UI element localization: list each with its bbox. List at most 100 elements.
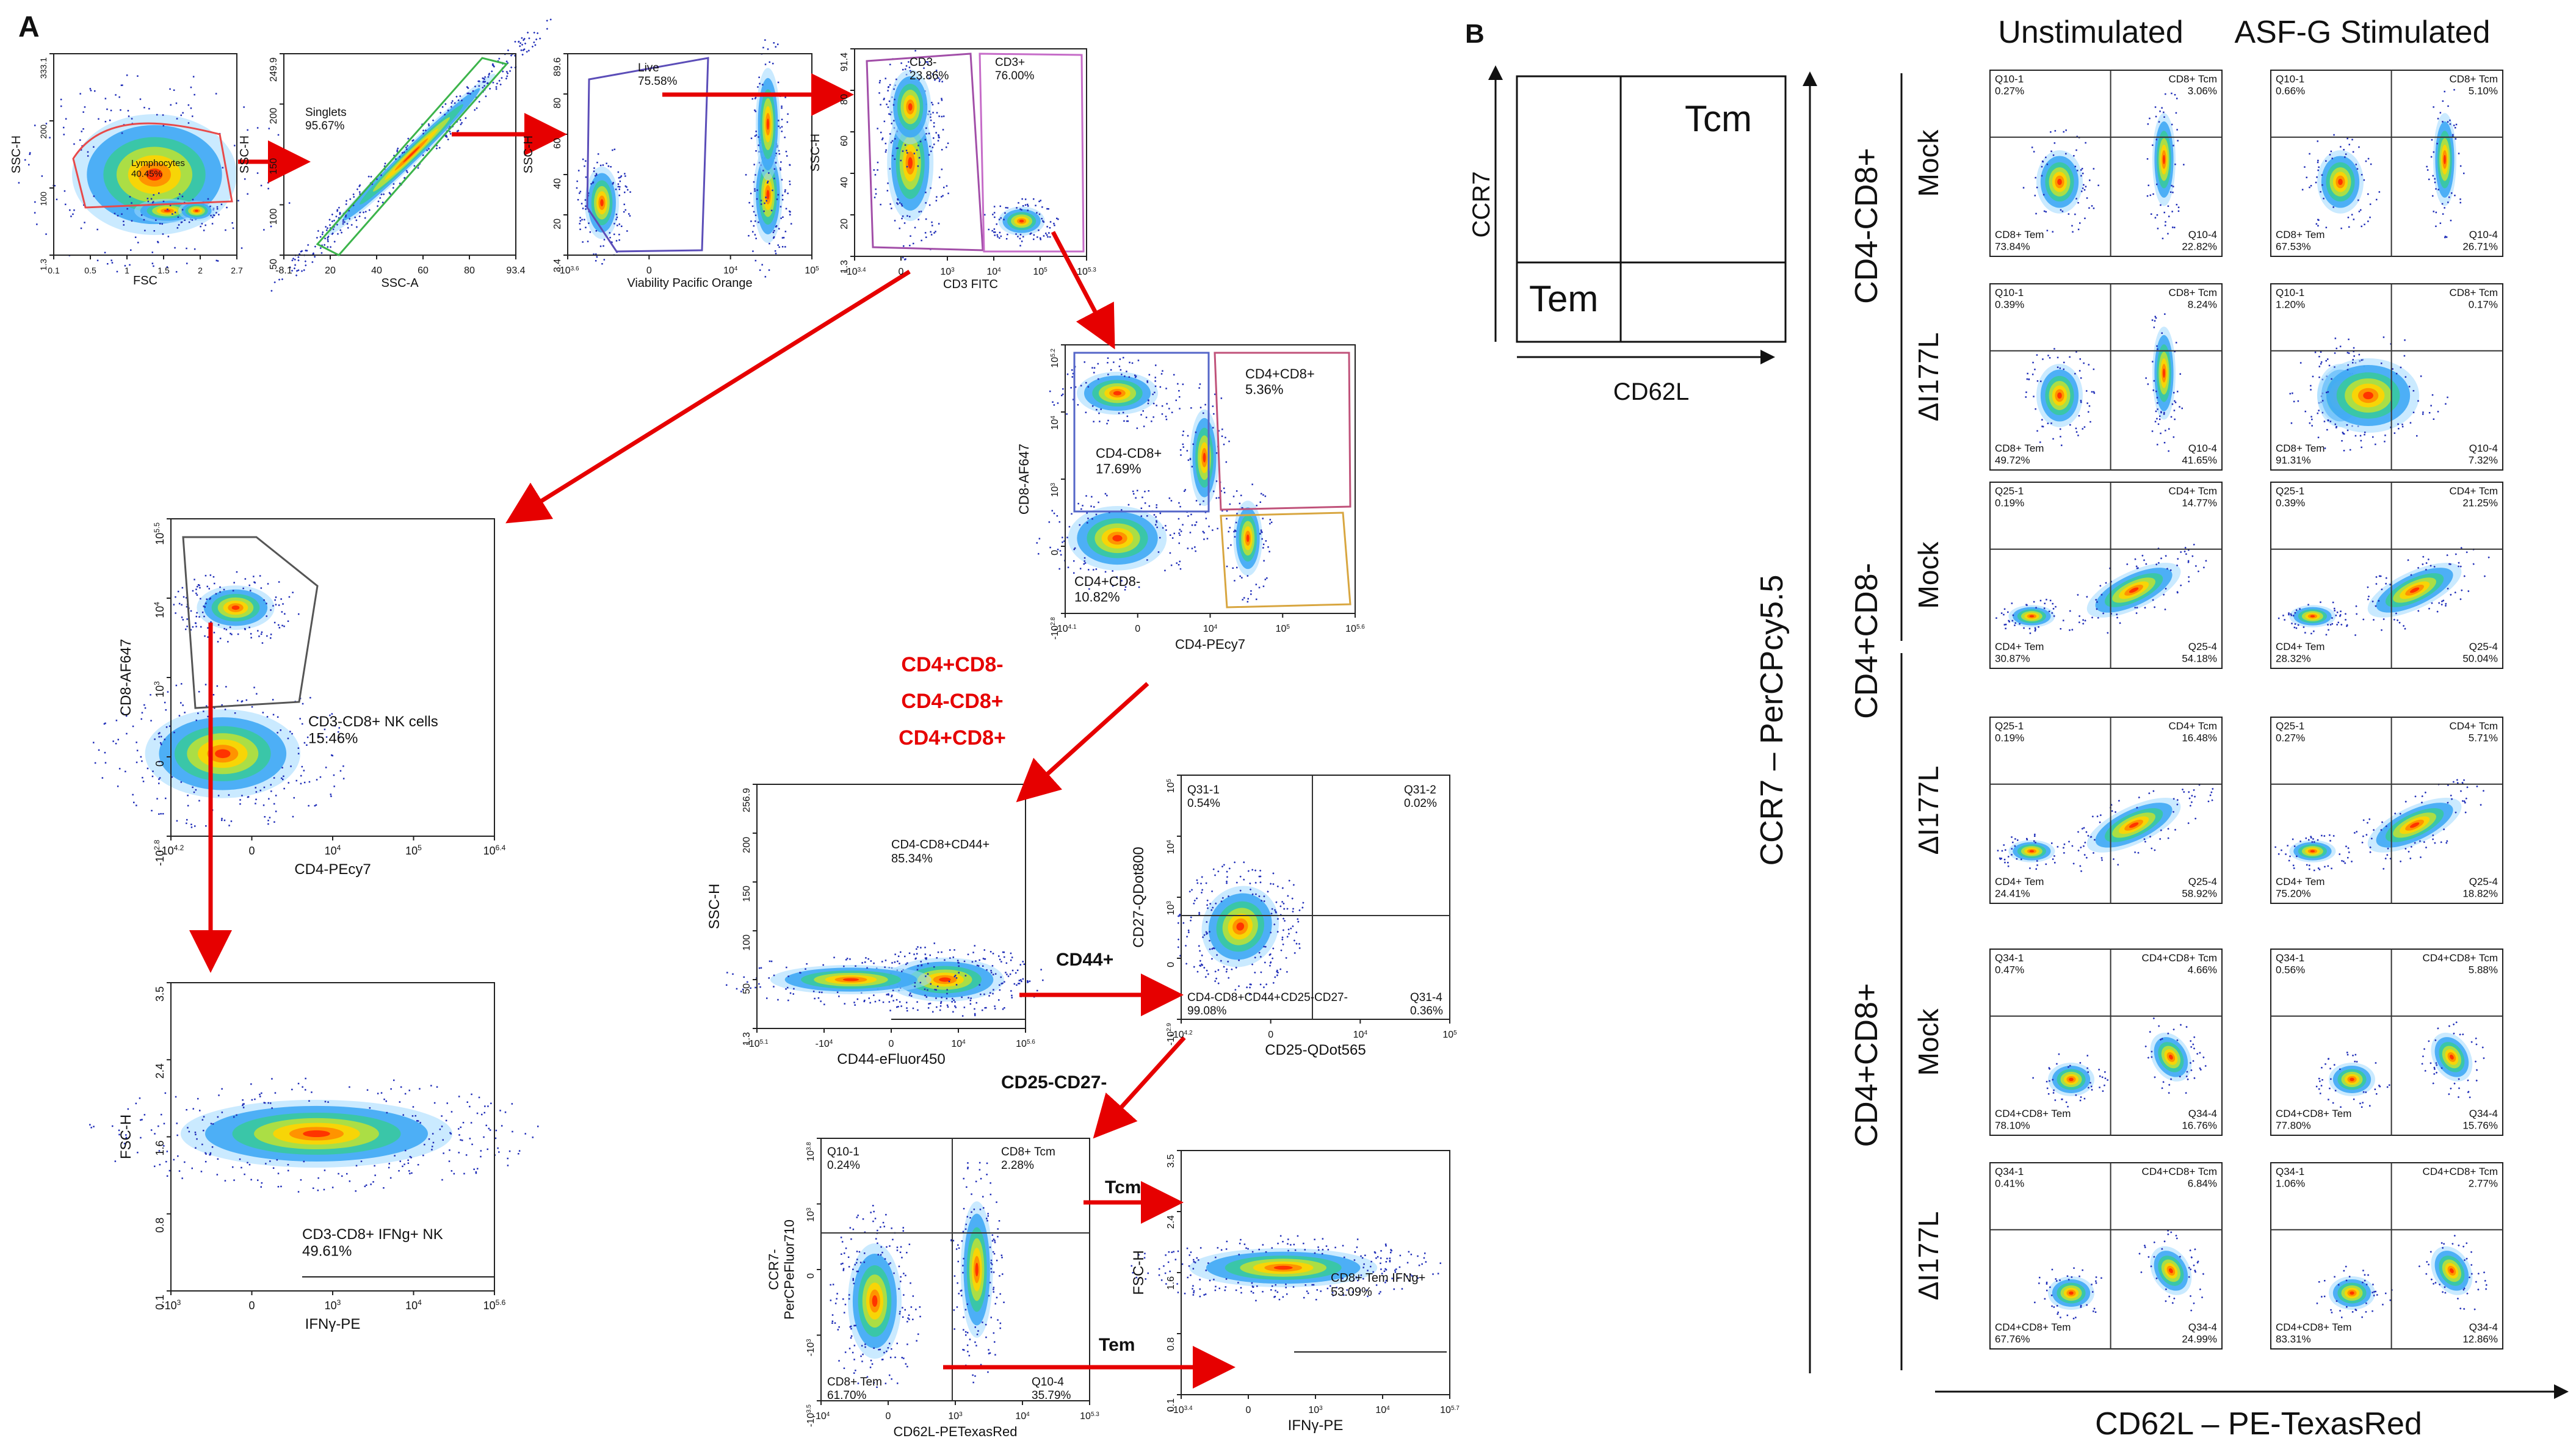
x-axis-label: Viability Pacific Orange <box>627 276 752 290</box>
x-tick-label: 20 <box>325 266 336 276</box>
x-tick-label: -104.1 <box>1054 624 1076 635</box>
gate-label: CD3-23.86% <box>910 56 949 82</box>
x-tick-label: 105.6 <box>1345 624 1365 635</box>
mini-plot-frame <box>1989 1162 2223 1350</box>
cell-cluster <box>2022 129 2099 233</box>
x-tick-label: 80 <box>464 266 475 276</box>
event-dots <box>2025 348 2096 446</box>
y-axis-label: CD27-QDot800 <box>1131 847 1147 947</box>
y-tick-label: 2.4 <box>154 1063 166 1079</box>
y-tick-label: 104 <box>1166 840 1177 855</box>
column-header: Unstimulated <box>1998 15 2183 50</box>
y-axis-label: SSC-H <box>706 884 723 930</box>
mini-plot-frame <box>1989 482 2223 669</box>
gate-label: CD4-CD8+ 17.69% <box>1096 446 1162 476</box>
y-tick-label: 105.2 <box>1050 349 1061 368</box>
density-contour <box>767 118 769 130</box>
quadrant-label: CD4+CD8+ Tem 83.31% <box>2276 1321 2351 1345</box>
quadrant-label: Q10-4 22.82% <box>2182 229 2217 253</box>
cell-cluster <box>877 49 945 168</box>
row-label: Mock <box>1912 1008 1944 1076</box>
scatter-dots <box>18 18 2490 1388</box>
row-label: ΔI177L <box>1912 333 1944 422</box>
cell-cluster <box>2342 779 2485 870</box>
cell-cluster <box>2034 1267 2102 1320</box>
y-tick-label: 60 <box>552 138 563 149</box>
quadrant-label: CD8+ Tcm 2.28% <box>1001 1146 1055 1172</box>
y-tick-label: 1.3 <box>742 1032 752 1046</box>
lymphocyte-gate <box>72 122 233 209</box>
density-contour <box>872 1295 878 1307</box>
event-dots <box>1049 356 1184 429</box>
quadrant-label: Q34-1 0.47% <box>1995 952 2024 976</box>
mini-plot-frame <box>2270 1162 2503 1350</box>
quadrant-label: Q34-4 16.76% <box>2182 1108 2217 1132</box>
quadrant-label: CD8+ Tcm 3.06% <box>2168 73 2217 97</box>
density-contour <box>1246 534 1250 542</box>
density-contour <box>2163 154 2165 165</box>
cell-cluster <box>982 198 1059 247</box>
quadrant-label: Q34-1 0.56% <box>2276 952 2305 976</box>
quadrant-label: Q10-4 35.79% <box>1032 1376 1071 1402</box>
y-axis-label: CD8-AF647 <box>1016 444 1032 515</box>
quadrant-label: CD4+ Tcm 14.77% <box>2168 485 2217 509</box>
cell-cluster <box>2289 336 2448 452</box>
x-tick-label: 105 <box>1276 624 1290 635</box>
cell-cluster <box>18 74 291 273</box>
row-label: Mock <box>1912 541 1944 609</box>
x-tick-label: 103 <box>940 267 955 278</box>
x-tick-label: -104.2 <box>1170 1030 1192 1041</box>
x-axis-label: CD4-PEcy7 <box>294 861 371 878</box>
x-tick-label: 105 <box>405 844 422 857</box>
x-tick-label: 40 <box>371 266 382 276</box>
quadrant-label: Q31-2 0.02% <box>1404 784 1437 810</box>
y-tick-label: 150 <box>742 886 752 902</box>
quadrant-label: Q31-4 0.36% <box>1410 991 1443 1017</box>
cell-cluster <box>2426 89 2465 239</box>
quadrant-label: CD4+ Tcm 16.48% <box>2168 720 2217 744</box>
x-tick-label: 60 <box>418 266 429 276</box>
mini-plot-frame <box>2270 482 2503 669</box>
y-tick-label: 40 <box>839 177 850 188</box>
flow-arrow <box>505 270 911 524</box>
gate-label: CD8+ Tem IFNg+ 53.09% <box>1331 1271 1425 1299</box>
quadrant-label: Q25-1 0.39% <box>2276 485 2305 509</box>
mini-plot-frame <box>1989 70 2223 257</box>
gate-label: CD4+CD8-10.82% <box>1074 574 1140 604</box>
flow-arrow <box>1051 231 1115 350</box>
x-axis-label: CD3 FITC <box>943 278 998 291</box>
gate-label: Singlets 95.67% <box>305 106 347 132</box>
cell-cluster <box>1036 490 1198 591</box>
quadrant-label: Q10-1 0.66% <box>2276 73 2305 97</box>
arrow-label: CD25-CD27- <box>1001 1072 1107 1093</box>
quadrant-label: Q34-4 24.99% <box>2182 1321 2217 1345</box>
quadrant-label: CD8+ Tem 91.31% <box>2276 443 2325 466</box>
mini-plot-frame <box>1989 717 2223 904</box>
cell-cluster <box>173 571 300 644</box>
density-contour <box>842 978 859 981</box>
density-contour <box>766 190 770 200</box>
x-tick-label: 0.5 <box>84 266 96 275</box>
cell-cluster <box>830 1205 921 1388</box>
cd4-cd8pos-gate <box>1073 352 1210 513</box>
x-tick-label: 104 <box>405 1298 422 1312</box>
quadrant-label: Q25-1 0.19% <box>1995 485 2024 509</box>
x-tick-label: 104 <box>1015 1411 1030 1422</box>
x-tick-label: 1.5 <box>157 266 170 275</box>
density-contour <box>2450 1054 2454 1060</box>
subset-label: CD4+CD8- <box>901 653 1003 676</box>
x-tick-label: 104 <box>1375 1405 1390 1416</box>
density-contour <box>2350 1077 2354 1082</box>
quadrant-label: Q10-4 26.71% <box>2462 229 2498 253</box>
event-dots <box>2315 1052 2390 1108</box>
y-tick-label: 0 <box>1050 550 1060 555</box>
x-tick-label: -105.1 <box>745 1039 768 1050</box>
density-contour <box>2129 822 2139 828</box>
cell-cluster <box>1226 483 1273 603</box>
nk-gate <box>182 536 319 709</box>
y-axis-label: SSC-H <box>238 136 251 173</box>
plot-frame <box>854 48 1087 257</box>
density-contour <box>2069 1077 2074 1082</box>
cell-cluster <box>2418 1234 2488 1310</box>
cd4pos-cd8pos-gate <box>1214 352 1351 511</box>
